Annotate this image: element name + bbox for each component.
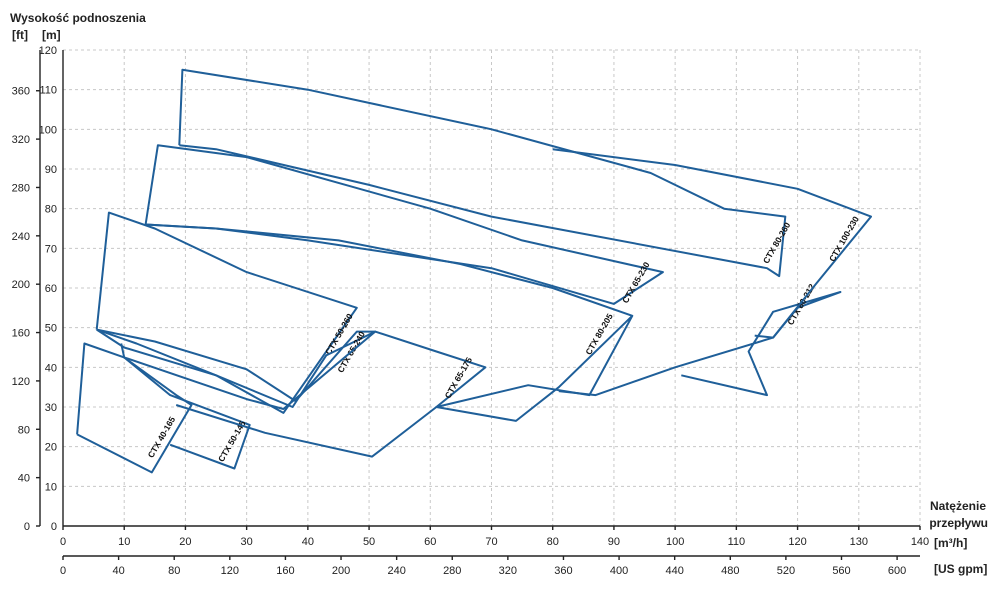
series-label-ctx-100-230: CTX 100-230 [827, 214, 861, 263]
y-tick-label-ft: 0 [24, 521, 30, 533]
x-tick-label-gpm: 0 [60, 565, 66, 577]
y-axis-title: Wysokość podnoszenia [10, 11, 146, 25]
x-tick-label-gpm: 400 [610, 565, 628, 577]
x-tick-label-gpm: 80 [168, 565, 180, 577]
axis-labels: Wysokość podnoszenia [ft] [m] Natężenie … [10, 11, 988, 576]
series-ctx-50-145 [123, 356, 251, 470]
y-tick-label-m: 70 [45, 243, 57, 255]
series-ctx-50-260 [95, 211, 358, 414]
y-tick-label-ft: 240 [12, 231, 30, 243]
y-tick-label-m: 90 [45, 164, 57, 176]
y-tick-label-ft: 80 [18, 424, 30, 436]
x-tick-label-m3h: 130 [850, 536, 868, 548]
y-tick-label-m: 100 [39, 124, 57, 136]
x-tick-label-m3h: 20 [179, 536, 191, 548]
y-tick-label-ft: 40 [18, 473, 30, 485]
x-tick-label-gpm: 440 [665, 565, 683, 577]
x-tick-label-gpm: 360 [554, 565, 572, 577]
x-tick-label-gpm: 560 [832, 565, 850, 577]
y-tick-label-m: 50 [45, 323, 57, 335]
series-label-ctx-65-175: CTX 65-175 [443, 355, 475, 400]
y-tick-label-ft: 120 [12, 376, 30, 388]
series-ctx-80-212 [558, 291, 842, 397]
x-tick-label-m3h: 50 [363, 536, 375, 548]
x-tick-label-m3h: 70 [485, 536, 497, 548]
series-ctx-80-205 [145, 223, 634, 422]
x-tick-label-gpm: 120 [221, 565, 239, 577]
x-tick-label-m3h: 140 [911, 536, 929, 548]
x-tick-label-gpm: 40 [112, 565, 124, 577]
y-tick-label-m: 60 [45, 283, 57, 295]
x-tick-label-gpm: 600 [888, 565, 906, 577]
x-axis-title-line1: Natężenie [930, 499, 986, 513]
y-tick-label-m: 0 [51, 521, 57, 533]
x-unit-secondary: [US gpm] [934, 562, 987, 576]
series-ctx-65-230 [144, 144, 664, 305]
y-tick-label-m: 120 [39, 45, 57, 57]
y-tick-label-m: 20 [45, 442, 57, 454]
x-tick-label-m3h: 120 [788, 536, 806, 548]
series-ctx-100-230 [552, 148, 872, 339]
y-unit-secondary: [ft] [12, 28, 28, 42]
series-ctx-80-260 [178, 68, 787, 278]
series-label-ctx-80-260: CTX 80-260 [761, 220, 793, 265]
series-ctx-40-165 [76, 342, 193, 474]
x-tick-label-gpm: 160 [276, 565, 294, 577]
x-tick-label-m3h: 10 [118, 536, 130, 548]
x-tick-label-m3h: 110 [728, 536, 746, 548]
x-tick-label-m3h: 80 [547, 536, 559, 548]
axes: 0 10 20 30 40 50 60 70 80 90 100 110 120 130 140 0 10 20 3… [12, 45, 930, 577]
x-tick-label-m3h: 0 [60, 536, 66, 548]
y-tick-label-m: 80 [45, 204, 57, 216]
series-label-ctx-80-205: CTX 80-205 [583, 312, 615, 357]
x-tick-label-m3h: 30 [241, 536, 253, 548]
y-tick-label-ft: 320 [12, 134, 30, 146]
x-tick-label-m3h: 100 [666, 536, 684, 548]
x-unit-primary: [m³/h] [934, 536, 967, 550]
x-tick-label-gpm: 280 [443, 565, 461, 577]
y-tick-label-ft: 160 [12, 328, 30, 340]
x-tick-label-m3h: 60 [424, 536, 436, 548]
x-tick-label-gpm: 320 [499, 565, 517, 577]
x-tick-label-m3h: 90 [608, 536, 620, 548]
y-unit-primary: [m] [42, 28, 61, 42]
x-tick-label-m3h: 40 [302, 536, 314, 548]
grid [63, 49, 921, 526]
x-tick-label-gpm: 240 [387, 565, 405, 577]
y-tick-label-ft: 280 [12, 182, 30, 194]
x-tick-label-gpm: 520 [777, 565, 795, 577]
y-tick-label-ft: 360 [12, 86, 30, 98]
x-tick-label-gpm: 200 [332, 565, 350, 577]
x-tick-label-gpm: 480 [721, 565, 739, 577]
y-tick-label-m: 30 [45, 402, 57, 414]
x-axis-title-line2: przepływu [929, 516, 988, 530]
y-tick-label-m: 10 [45, 481, 57, 493]
y-tick-label-m: 110 [39, 85, 57, 97]
y-tick-label-m: 40 [45, 362, 57, 374]
y-tick-label-ft: 200 [12, 279, 30, 291]
series-ctx-65-175 [120, 330, 487, 458]
